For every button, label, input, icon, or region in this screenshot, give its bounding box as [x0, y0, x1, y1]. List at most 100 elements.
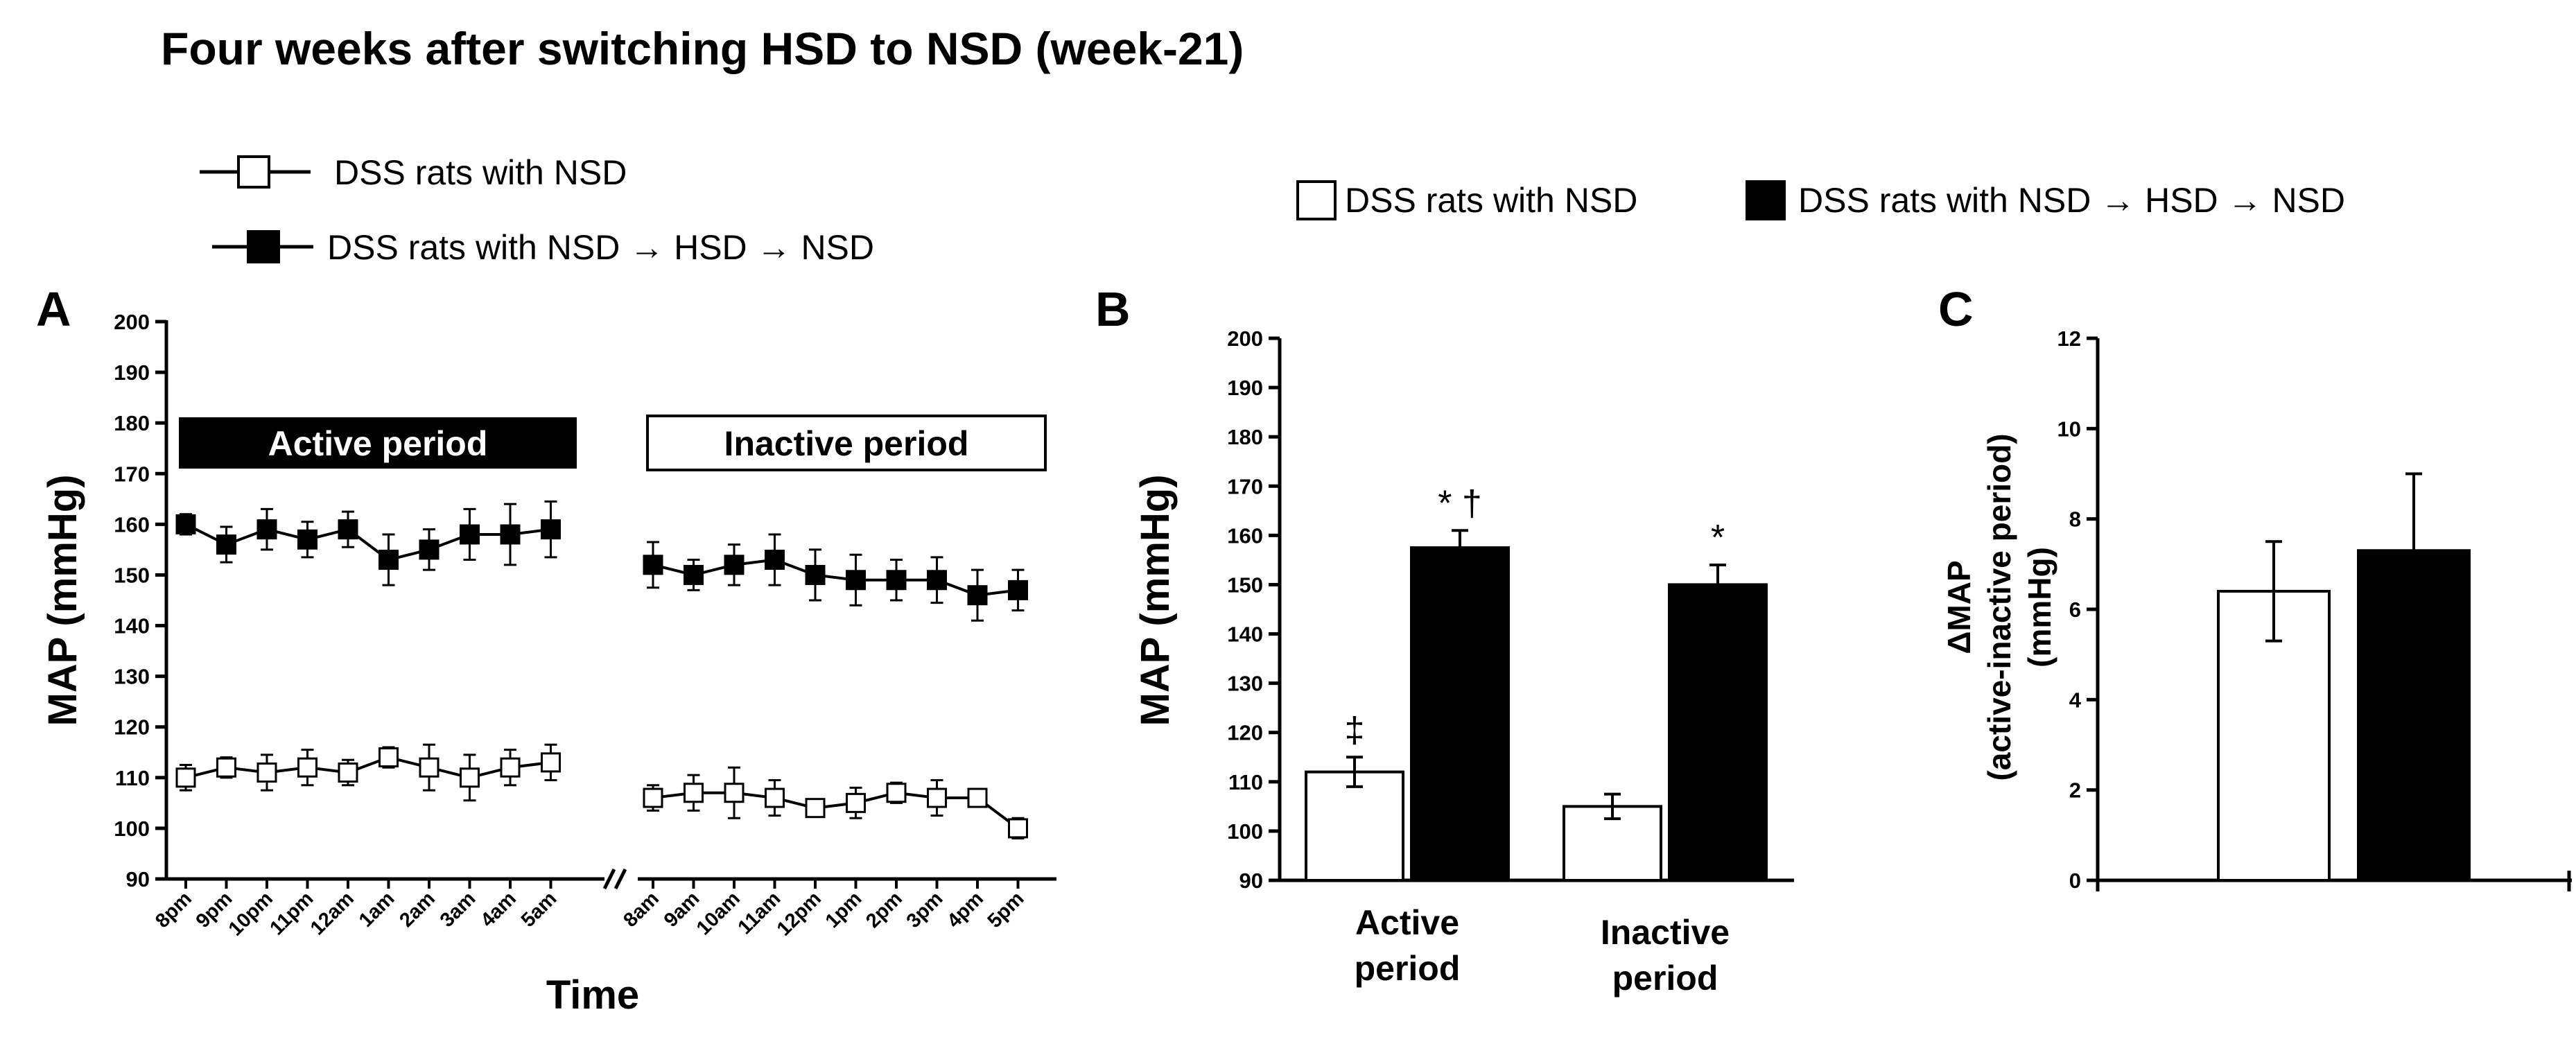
panel-a-point-hsd-inactive-1pm: [846, 570, 866, 591]
panel-a-x-axis-label: Time: [546, 973, 639, 1018]
panel-a-point-hsd-active-8pm: [175, 514, 196, 534]
legend-left-filled-square-marker: [247, 230, 280, 263]
panel-a-x-tick-label-5am: 5am: [517, 887, 562, 932]
panel-a-point-nsd-active-3am: [460, 767, 480, 788]
panel-b-significance-hsd-active: * †: [1438, 483, 1482, 523]
panel-a-point-hsd-active-5am: [541, 519, 561, 540]
panel-a-x-tick-label-2am: 2am: [395, 887, 440, 932]
panel-a-series-line-nsd-active: [185, 756, 551, 779]
panel-a-x-tick-label-8am: 8am: [619, 887, 663, 932]
panel-a-series-line-hsd-active: [185, 523, 551, 561]
panel-a-point-hsd-inactive-2pm: [886, 570, 907, 591]
panel-a-point-hsd-active-4am: [500, 524, 521, 545]
axis-break-stroke-2: [613, 868, 627, 890]
figure-title: Four weeks after switching HSD to NSD (w…: [161, 23, 1244, 74]
axis-break-stroke-1: [602, 868, 616, 890]
panel-a-point-nsd-active-8pm: [175, 767, 196, 788]
panel-a-y-tick-label-140: 140: [114, 614, 150, 638]
panel-b-category-inactive-line1: Inactive: [1601, 913, 1730, 952]
legend-left-open-square-marker: [237, 155, 270, 189]
panel-a-x-tick-label-4am: 4am: [476, 887, 521, 932]
panel-a-point-hsd-active-3am: [460, 524, 480, 545]
panel-a-point-hsd-inactive-11am: [765, 550, 785, 570]
panel-c-letter: C: [1938, 282, 1974, 336]
panel-a-y-tick-label-120: 120: [114, 715, 150, 740]
panel-a-point-hsd-inactive-10am: [724, 555, 745, 575]
panel-a-x-tick-label-10am: 10am: [693, 887, 745, 939]
panel-a-point-hsd-active-1am: [378, 550, 399, 570]
panel-b-y-tick-label-90: 90: [1239, 869, 1263, 893]
panel-a-y-tick-label-170: 170: [114, 462, 150, 486]
panel-b-bar-nsd-active: [1305, 770, 1404, 882]
panel-a-point-hsd-inactive-8am: [643, 555, 663, 575]
legend-right-filled-swatch: [1746, 180, 1786, 220]
panel-b-y-tick-label-100: 100: [1227, 819, 1263, 844]
panel-a-y-tick-label-160: 160: [114, 512, 150, 537]
panel-b-y-tick-label-150: 150: [1227, 573, 1263, 597]
panel-a-letter: A: [36, 282, 71, 336]
panel-c-y-tick-label-4: 4: [2069, 688, 2082, 712]
panel-a-series-line-nsd-inactive: [652, 791, 1019, 830]
panel-a-x-tick-label-4pm: 4pm: [943, 887, 988, 932]
panel-a-point-nsd-inactive-10am: [724, 783, 745, 803]
panel-a-x-tick-label-3pm: 3pm: [903, 887, 948, 932]
panel-a-line-chart: A MAP (mmHg) Time Active period Inactive…: [36, 282, 1056, 1018]
panel-b-y-axis-label: MAP (mmHg): [1133, 474, 1178, 726]
panel-b-bar-hsd-active: [1410, 546, 1510, 882]
panel-a-point-nsd-inactive-12pm: [805, 798, 826, 819]
inactive-period-box: [646, 415, 1047, 471]
panel-a-point-nsd-inactive-3pm: [927, 787, 947, 808]
panel-a-point-nsd-inactive-11am: [765, 787, 785, 808]
panel-c-y-label-line2: (active-inactive period): [1981, 433, 2017, 781]
panel-a-point-nsd-inactive-4pm: [967, 787, 988, 808]
panel-b-bar-nsd-inactive: [1563, 805, 1662, 882]
panel-a-y-tick-label-90: 90: [126, 867, 150, 891]
panel-a-point-hsd-active-10pm: [256, 519, 277, 540]
legend-left-label-nsd: DSS rats with NSD: [334, 153, 627, 192]
legend-right-label-nsd: DSS rats with NSD: [1345, 181, 1637, 220]
panel-a-series-line-hsd-inactive: [652, 558, 1018, 597]
panel-a-point-hsd-active-12am: [338, 519, 358, 540]
panel-a-point-hsd-active-2am: [419, 539, 440, 560]
inactive-period-label: Inactive period: [724, 424, 969, 463]
panel-a-y-tick-label-150: 150: [114, 563, 150, 587]
panel-a-x-tick-label-8pm: 8pm: [151, 887, 196, 932]
legend-left-label-hsd: DSS rats with NSD → HSD → NSD: [327, 228, 874, 267]
panel-a-point-nsd-active-12am: [338, 762, 358, 783]
panel-b-letter: B: [1095, 282, 1131, 336]
panel-c-y-label-line1: ΔMAP: [1941, 560, 1977, 654]
legend-right: DSS rats with NSD DSS rats with NSD → HS…: [1296, 180, 2345, 220]
legend-left: DSS rats with NSD DSS rats with NSD → HS…: [200, 153, 874, 267]
panel-a-x-tick-label-11pm: 11pm: [266, 887, 317, 939]
panel-a-y-tick-label-180: 180: [114, 411, 150, 435]
panel-c-y-tick-label-10: 10: [2057, 417, 2081, 441]
legend-right-label-hsd: DSS rats with NSD → HSD → NSD: [1798, 181, 2345, 220]
panel-a-point-hsd-inactive-9am: [684, 564, 704, 585]
panel-a-point-nsd-active-9pm: [216, 757, 236, 778]
panel-c-y-tick-label-12: 12: [2057, 326, 2081, 351]
panel-b-bar-hsd-inactive: [1668, 583, 1768, 882]
panel-a-point-nsd-active-11pm: [297, 757, 317, 778]
panel-a-y-tick-label-110: 110: [115, 766, 150, 790]
panel-b-y-tick-label-180: 180: [1227, 425, 1263, 449]
panel-a-point-hsd-inactive-5pm: [1008, 580, 1028, 600]
panel-a-x-tick-label-5pm: 5pm: [984, 887, 1029, 932]
panel-b-y-tick-label-200: 200: [1227, 326, 1263, 351]
panel-a-point-nsd-active-5am: [541, 752, 561, 773]
panel-a-x-tick-label-1pm: 1pm: [821, 887, 867, 932]
panel-a-point-nsd-active-10pm: [256, 762, 277, 783]
panel-a-x-tick-label-1am: 1am: [355, 887, 399, 932]
panel-a-point-nsd-inactive-5pm: [1008, 818, 1028, 839]
panel-a-y-tick-label-200: 200: [114, 310, 150, 334]
panel-b-y-tick-label-120: 120: [1227, 721, 1263, 745]
panel-a-y-axis-label: MAP (mmHg): [40, 474, 85, 726]
panel-a-x-tick-label-3am: 3am: [436, 887, 480, 932]
panel-b-y-tick-label-170: 170: [1227, 474, 1263, 498]
axis-break-mark: [602, 868, 627, 890]
panel-a-y-tick-label-130: 130: [114, 665, 150, 689]
panel-c-y-tick-label-2: 2: [2069, 778, 2081, 803]
panel-c-y-tick-label-0: 0: [2069, 869, 2081, 893]
panel-a-y-tick-label-100: 100: [114, 817, 150, 841]
panel-a-x-tick-label-12pm: 12pm: [773, 887, 826, 940]
